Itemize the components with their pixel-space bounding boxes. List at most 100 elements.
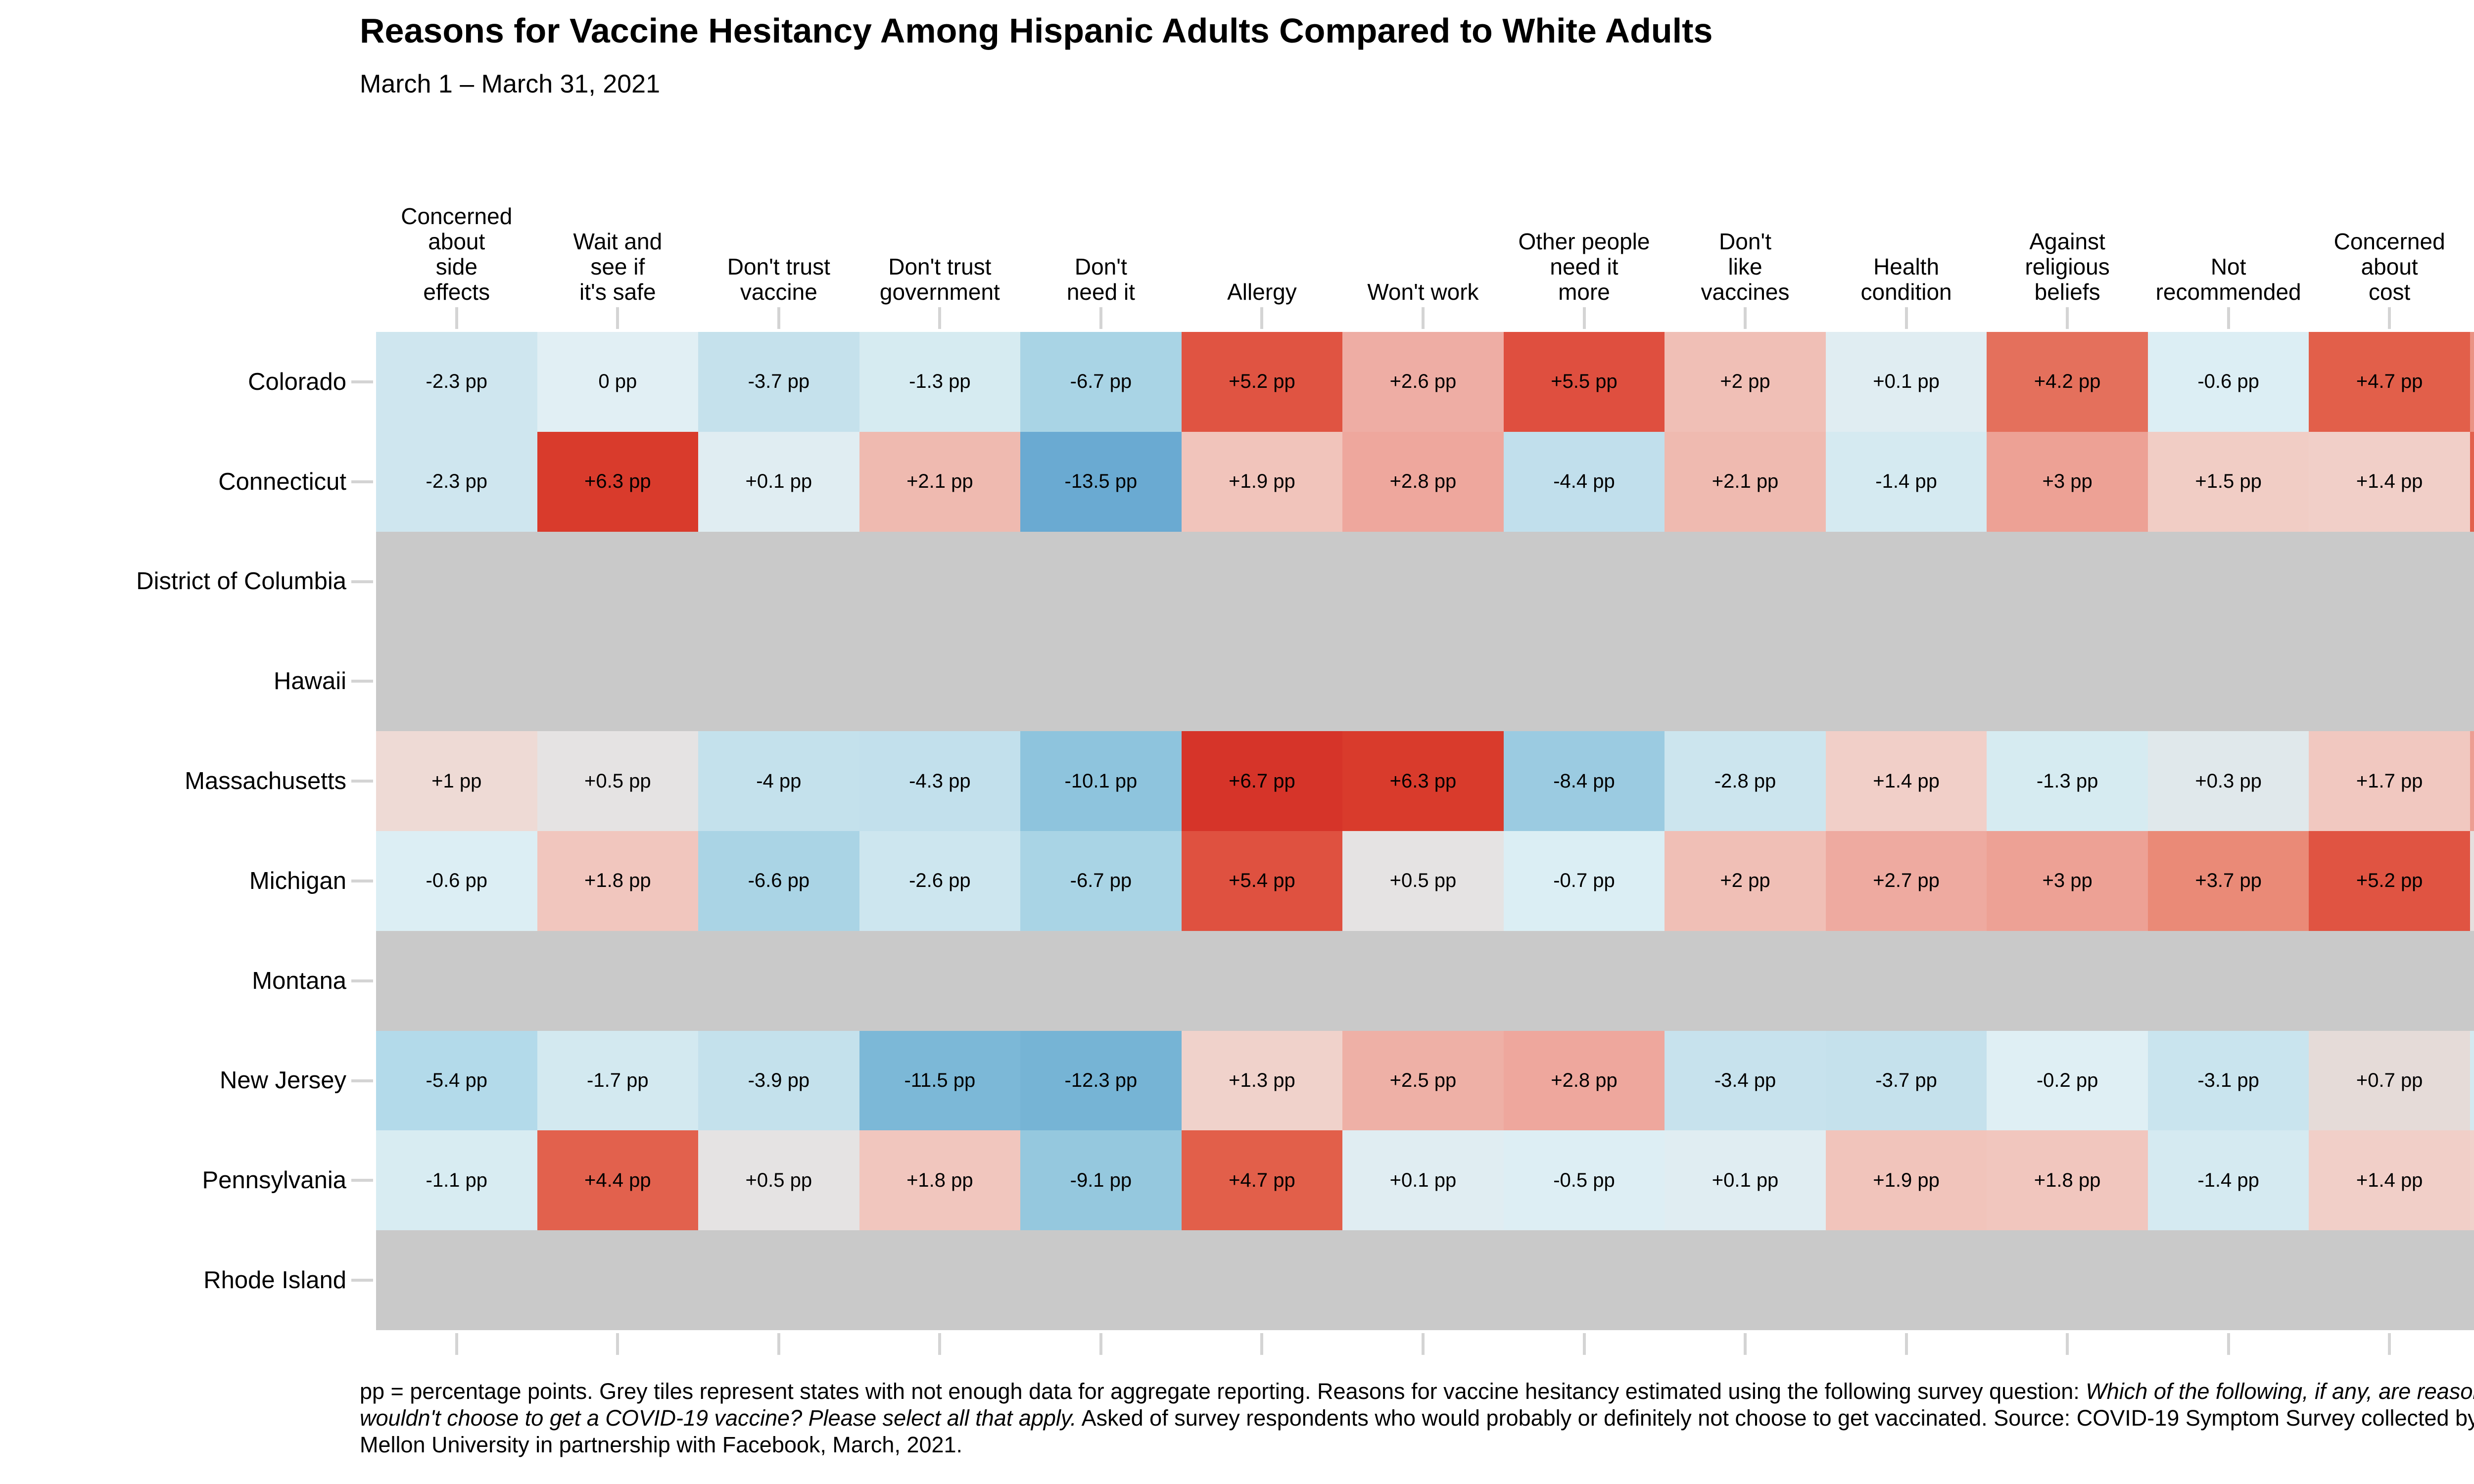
row-label: Michigan (249, 867, 346, 894)
axis-tick (2227, 1333, 2230, 1355)
heatmap-cell: +4.7 pp (1181, 1130, 1343, 1231)
heatmap-cell (1020, 930, 1182, 1031)
heatmap-cell: +3.5 pp (2470, 332, 2474, 432)
heatmap-cell: +1.7 pp (2309, 731, 2470, 831)
heatmap-cell (859, 531, 1021, 632)
heatmap-cell (1503, 631, 1665, 732)
column-header: Won't work (1367, 279, 1479, 305)
heatmap-cell (1020, 531, 1182, 632)
column-header: Not recommended (2155, 254, 2301, 305)
heatmap-cell: +0.1 pp (1825, 332, 1987, 432)
column-header: Don't need it (1066, 254, 1135, 305)
heatmap-cell (859, 930, 1021, 1031)
axis-tick (351, 1079, 373, 1082)
axis-tick (2388, 307, 2391, 329)
axis-tick (1744, 1333, 1747, 1355)
heatmap-cell (2309, 930, 2470, 1031)
heatmap-cell: +0.5 pp (537, 731, 699, 831)
row-label: Hawaii (273, 668, 346, 695)
axis-tick (351, 1279, 373, 1282)
axis-tick (2066, 307, 2069, 329)
axis-tick (1260, 307, 1264, 329)
axis-tick (1099, 1333, 1102, 1355)
heatmap-cell (537, 930, 699, 1031)
heatmap-cell: -2.3 pp (376, 332, 537, 432)
heatmap-cell: +2.6 pp (1342, 332, 1504, 432)
axis-tick (938, 307, 942, 329)
axis-tick (1904, 307, 1908, 329)
heatmap-cell (376, 930, 537, 1031)
row-label: New Jersey (220, 1067, 346, 1094)
axis-tick (1421, 307, 1425, 329)
heatmap-cell: -1.3 pp (859, 332, 1021, 432)
axis-tick (351, 780, 373, 783)
heatmap-cell: -3.9 pp (698, 1030, 859, 1131)
heatmap-cell (698, 631, 859, 732)
heatmap-cell: +5.2 pp (2309, 831, 2470, 931)
row-label: Montana (252, 967, 346, 994)
heatmap-cell: +2 pp (1665, 332, 1826, 432)
heatmap-cell (2147, 1230, 2309, 1330)
row-label: Massachusetts (185, 768, 346, 795)
heatmap-cell (1825, 531, 1987, 632)
heatmap-cell: +0.1 pp (1342, 1130, 1504, 1231)
heatmap-cell (1987, 531, 2148, 632)
heatmap-cell (2147, 631, 2309, 732)
heatmap-cell (1665, 631, 1826, 732)
heatmap-cell: +2.1 pp (1665, 431, 1826, 532)
column-header: Concerned about side effects (401, 203, 513, 305)
heatmap-cell: -0.5 pp (1503, 1130, 1665, 1231)
heatmap-cell: +5.5 pp (1503, 332, 1665, 432)
heatmap-cell: -3.1 pp (2147, 1030, 2309, 1131)
footnote-survey-question: Which of the following, if any, are reas… (360, 1379, 2474, 1431)
heatmap-cell (698, 930, 859, 1031)
heatmap-cell: +1.4 pp (1825, 731, 1987, 831)
heatmap-cell (537, 631, 699, 732)
heatmap-cell: +2 pp (1665, 831, 1826, 931)
footnote: pp = percentage points. Grey tiles repre… (360, 1378, 2474, 1458)
axis-tick (1260, 1333, 1264, 1355)
heatmap-cell (537, 531, 699, 632)
heatmap-cell: +4.2 pp (1987, 332, 2148, 432)
heatmap-cell: +0.3 pp (2147, 731, 2309, 831)
axis-tick (777, 307, 780, 329)
heatmap-cell (2470, 1230, 2474, 1330)
heatmap-cell: -2.8 pp (1665, 731, 1826, 831)
heatmap-cell (1181, 930, 1343, 1031)
heatmap-cell (1342, 631, 1504, 732)
axis-tick (351, 1179, 373, 1182)
heatmap-cell: -6.7 pp (1020, 332, 1182, 432)
heatmap-cell: +1.8 pp (859, 1130, 1021, 1231)
heatmap-cell (1665, 930, 1826, 1031)
column-headers: Concerned about side effects Wait and see… (376, 158, 2474, 305)
axis-tick (1582, 1333, 1586, 1355)
footnote-intro: pp = percentage points. Grey tiles repre… (360, 1379, 2086, 1404)
heatmap-cell: +5.2 pp (1181, 332, 1343, 432)
heatmap-cell: -1.4 pp (1825, 431, 1987, 532)
heatmap-cell (1825, 631, 1987, 732)
heatmap-cell: +2.7 pp (1825, 831, 1987, 931)
heatmap-cell: +6.7 pp (1181, 731, 1343, 831)
heatmap-cell: +3 pp (1987, 831, 2148, 931)
axis-tick (351, 979, 373, 982)
axis-tick (455, 307, 458, 329)
heatmap-cell: -5.4 pp (376, 1030, 537, 1131)
column-header: Other people need it more (1518, 229, 1650, 305)
heatmap-cell: +4.4 pp (2470, 431, 2474, 532)
heatmap-cell: -9.1 pp (1020, 1130, 1182, 1231)
column-header: Allergy (1227, 279, 1297, 305)
heatmap-cell (698, 531, 859, 632)
heatmap-cell: +2.5 pp (1342, 1030, 1504, 1131)
heatmap-cell: -1.7 pp (537, 1030, 699, 1131)
column-header: Against religious beliefs (2025, 229, 2110, 305)
heatmap-cell: +1.4 pp (2309, 431, 2470, 532)
axis-tick (351, 879, 373, 882)
heatmap-cell: +4.7 pp (2309, 332, 2470, 432)
column-header: Don't trust vaccine (727, 254, 830, 305)
heatmap-cell (537, 1230, 699, 1330)
heatmap-cell (2147, 531, 2309, 632)
heatmap-cell: +1.8 pp (1987, 1130, 2148, 1231)
heatmap-cell (2147, 930, 2309, 1031)
heatmap-cell (2470, 531, 2474, 632)
